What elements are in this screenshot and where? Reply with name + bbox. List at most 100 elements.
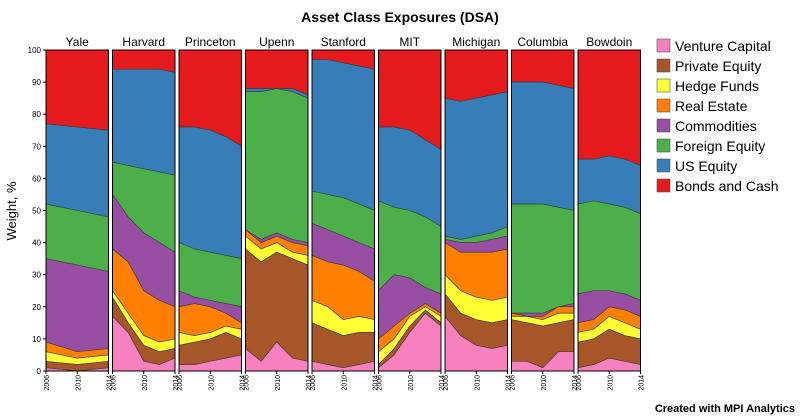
y-tick-label: 10 — [32, 335, 41, 344]
legend-label: Commodities — [675, 118, 757, 134]
legend-label: Real Estate — [675, 98, 748, 114]
x-tick-label: 2014 — [240, 375, 247, 391]
y-tick-label: 80 — [32, 110, 41, 119]
x-tick-label: 2006 — [177, 375, 184, 391]
x-tick-label: 2010 — [541, 375, 548, 391]
x-tick-label: 2006 — [510, 375, 517, 391]
y-tick-label: 30 — [32, 271, 41, 280]
legend-label: Bonds and Cash — [675, 178, 779, 194]
area-foreign-equity — [577, 200, 641, 301]
legend-label: Hedge Funds — [675, 78, 759, 94]
panel-yale: Yale 2006 2010 2014 — [44, 35, 114, 391]
legend-label: US Equity — [675, 158, 737, 174]
x-tick-label: 2014 — [572, 375, 579, 391]
x-tick-label: 2014 — [107, 375, 114, 391]
y-tick-label: 60 — [32, 174, 41, 183]
legend-item: Private Equity — [656, 58, 761, 74]
panel-title: Harvard — [122, 35, 165, 49]
panel-title: Stanford — [321, 35, 366, 49]
legend-swatch — [656, 178, 671, 193]
x-tick-label: 2010 — [275, 375, 282, 391]
area-foreign-equity — [511, 203, 575, 314]
area-foreign-equity — [245, 88, 309, 243]
panel-princeton: Princeton 2006 2010 2014 — [177, 35, 247, 391]
legend-item: Foreign Equity — [656, 138, 765, 154]
panel-harvard: Harvard 2006 2010 2014 — [111, 35, 181, 391]
credit-text: Created with MPI Analytics — [655, 403, 795, 415]
x-tick-label: 2010 — [408, 375, 415, 391]
area-us-equity — [444, 91, 508, 240]
y-axis-label: Weight, % — [4, 181, 19, 240]
chart-title: Asset Class Exposures (DSA) — [301, 9, 499, 25]
panel-mit: MIT 2006 2010 2014 — [377, 35, 447, 391]
x-tick-label: 2010 — [208, 375, 215, 391]
legend-swatch — [656, 158, 671, 173]
x-tick-label: 2010 — [75, 375, 82, 391]
y-tick-label: 100 — [28, 46, 42, 55]
panel-title: Michigan — [452, 35, 500, 49]
area-us-equity — [112, 68, 176, 176]
legend-item: US Equity — [656, 158, 737, 174]
legend-swatch — [656, 118, 671, 133]
x-tick-label: 2006 — [111, 375, 118, 391]
x-tick-label: 2006 — [44, 375, 51, 391]
legend-item: Commodities — [656, 118, 757, 134]
panel-title: Princeton — [185, 35, 236, 49]
panel-title: Upenn — [259, 35, 294, 49]
x-tick-label: 2014 — [439, 375, 446, 391]
panel-title: Yale — [66, 35, 89, 49]
legend-item: Bonds and Cash — [656, 178, 779, 194]
legend-swatch — [656, 78, 671, 93]
y-tick-label: 50 — [32, 207, 41, 216]
x-tick-label: 2010 — [142, 375, 149, 391]
legend-item: Real Estate — [656, 98, 748, 114]
legend-swatch — [656, 98, 671, 113]
panel-title: MIT — [399, 35, 420, 49]
area-bonds-and-cash — [45, 49, 109, 131]
y-tick-label: 0 — [37, 367, 42, 376]
y-axis: 0 10 20 30 40 50 60 70 80 90 100 — [28, 46, 47, 376]
x-tick-label: 2006 — [377, 375, 384, 391]
x-tick-label: 2014 — [306, 375, 313, 391]
area-us-equity — [178, 126, 242, 260]
panel-title: Columbia — [517, 35, 568, 49]
area-commodities — [45, 258, 109, 353]
x-tick-label: 2014 — [506, 375, 513, 391]
panel-title: Bowdoin — [586, 35, 632, 49]
area-us-equity — [311, 59, 375, 211]
y-tick-label: 40 — [32, 239, 41, 248]
legend-label: Venture Capital — [675, 38, 771, 54]
x-tick-label: 2006 — [244, 375, 251, 391]
y-tick-label: 90 — [32, 78, 41, 87]
x-tick-label: 2010 — [474, 375, 481, 391]
panel-bowdoin: Bowdoin 2006 2010 2014 — [576, 35, 646, 391]
legend-swatch — [656, 138, 671, 153]
legend-item: Venture Capital — [656, 38, 771, 54]
legend: Venture Capital Private Equity Hedge Funds… — [656, 38, 779, 194]
x-tick-label: 2014 — [373, 375, 380, 391]
area-us-equity — [45, 123, 109, 218]
area-bonds-and-cash — [577, 49, 641, 167]
x-tick-label: 2010 — [607, 375, 614, 391]
panel-michigan: Michigan 2006 2010 2014 — [443, 35, 513, 391]
legend-label: Foreign Equity — [675, 138, 765, 154]
x-tick-label: 2006 — [576, 375, 583, 391]
legend-swatch — [656, 38, 671, 53]
x-tick-label: 2010 — [341, 375, 348, 391]
area-us-equity — [511, 81, 575, 211]
x-tick-label: 2014 — [639, 375, 646, 391]
x-tick-label: 2006 — [310, 375, 317, 391]
y-tick-label: 70 — [32, 142, 41, 151]
area-bonds-and-cash — [245, 49, 309, 96]
panel-stanford: Stanford 2006 2010 2014 — [310, 35, 380, 391]
legend-item: Hedge Funds — [656, 78, 759, 94]
x-tick-label: 2014 — [173, 375, 180, 391]
legend-label: Private Equity — [675, 58, 761, 74]
legend-swatch — [656, 58, 671, 73]
panel-upenn: Upenn 2006 2010 2014 — [244, 35, 314, 391]
y-tick-label: 20 — [32, 303, 41, 312]
x-tick-label: 2006 — [443, 375, 450, 391]
panel-columbia: Columbia 2006 2010 2014 — [510, 35, 580, 391]
